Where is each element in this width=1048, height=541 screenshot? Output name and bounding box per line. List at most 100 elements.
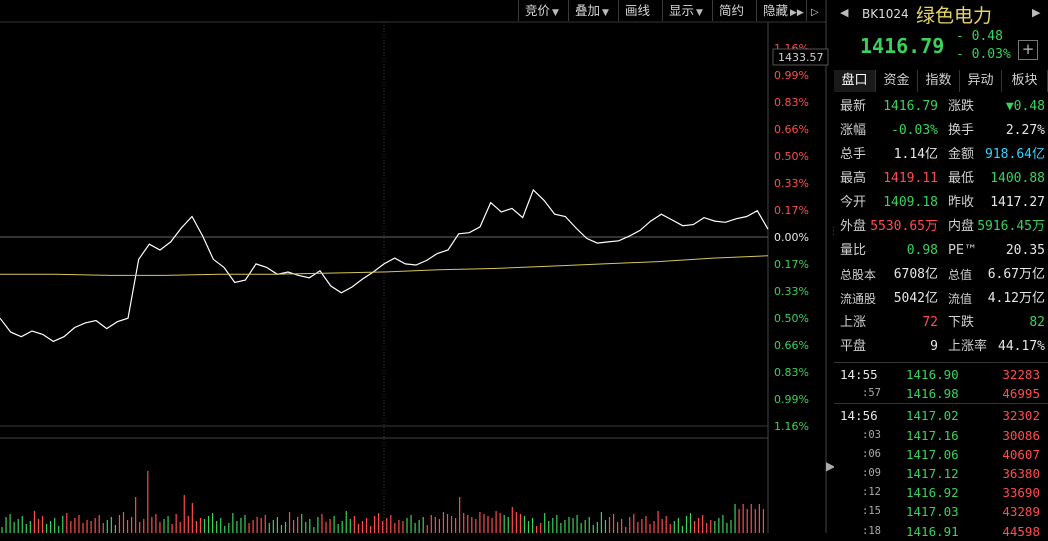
tick-time: :03: [862, 428, 881, 441]
pct: -0.03%: [891, 123, 938, 138]
tick-time: :18: [862, 524, 881, 537]
drag-handle-icon[interactable]: ⋮: [829, 226, 834, 237]
quote-row: 总股本 6708亿 总值 6.67万亿: [834, 263, 1048, 287]
quote-row: 量比 0.98 PE™ 20.35: [834, 239, 1048, 263]
quote-panel: ◀ BK1024 绿色电力 ▶ 1416.79 - 0.48 - 0.03% +…: [834, 0, 1048, 539]
float-value-label: 流值: [948, 292, 973, 306]
chevron-down-icon: ▼: [552, 8, 559, 18]
float-shares-label: 流通股: [840, 292, 877, 306]
float-value: 4.12万亿: [987, 291, 1045, 306]
tick-row: :18 1416.91 44598: [834, 522, 1048, 541]
auction-label: 竞价: [525, 3, 551, 18]
volume-label: 总手: [840, 147, 867, 162]
tick-time: 14:55: [840, 367, 878, 382]
tick-price: 1416.92: [906, 485, 959, 501]
intraday-chart[interactable]: 1.16% 0.99% 0.83% 0.66% 0.50% 0.33% 0.17% 0.00%…: [0, 0, 834, 533]
change-percent: - 0.03%: [956, 47, 1011, 62]
average-line: [0, 255, 769, 276]
percent-tick-label: 0.99%: [774, 69, 809, 82]
inner-label: 内盘: [948, 219, 975, 234]
tick-volume: 32283: [1002, 367, 1040, 382]
tab-4[interactable]: 异动: [960, 70, 1002, 92]
percent-tick-label: 0.50%: [774, 312, 809, 325]
chart-grid: [0, 0, 827, 533]
hide-label: 隐藏: [763, 3, 789, 18]
tab-2[interactable]: 资金: [876, 70, 918, 92]
divider: [834, 362, 1048, 363]
collapse-arrow-icon[interactable]: ▶: [826, 459, 834, 473]
expand-toggle[interactable]: ▷: [806, 0, 826, 21]
draw-line-button[interactable]: 画线: [618, 0, 662, 21]
percent-tick-label: 0.00%: [774, 231, 809, 244]
add-watchlist-button[interactable]: +: [1018, 40, 1038, 60]
price-lines: [0, 188, 769, 343]
tick-time: :57: [862, 387, 881, 400]
tick-row: :12 1416.92 33690: [834, 483, 1048, 502]
amount: 918.64亿: [985, 147, 1045, 162]
tick-volume: 44598: [1002, 523, 1040, 539]
tick-row: :06 1417.06 40607: [834, 445, 1048, 464]
outer: 5530.65万: [870, 219, 938, 234]
low-label: 最低: [948, 171, 975, 186]
percent-tick-label: 0.83%: [774, 96, 809, 109]
tick-price: 1417.06: [906, 446, 959, 462]
total-shares-label: 总股本: [840, 268, 877, 282]
down: 82: [1029, 315, 1045, 330]
latest: 1416.79: [883, 99, 938, 114]
quote-row: 平盘 9 上涨率 44.17%: [834, 335, 1048, 359]
current-price: 1416.79: [860, 34, 945, 58]
tick-price: 1416.90: [906, 367, 959, 382]
chevron-right-icon: ▷: [811, 7, 819, 18]
quote-row: 外盘 5530.65万 内盘 5916.45万: [834, 215, 1048, 239]
flat: 9: [930, 339, 938, 354]
up-label: 上涨: [840, 315, 867, 330]
tab-5[interactable]: 板块: [1002, 70, 1048, 92]
tick-time: :12: [862, 486, 881, 499]
tab-3[interactable]: 指数: [918, 70, 960, 92]
high: 1419.11: [883, 171, 938, 186]
next-arrow-icon[interactable]: ▶: [1032, 6, 1041, 19]
amount-label: 金额: [948, 147, 975, 162]
overlay-button[interactable]: 叠加 ▼: [568, 0, 618, 21]
tick-row: 14:55 1416.90 32283: [834, 365, 1048, 384]
ratio-label: 量比: [840, 243, 867, 258]
double-chevron-right-icon: ▶▶: [790, 8, 804, 18]
percent-tick-label: 0.83%: [774, 366, 809, 379]
open-label: 今开: [840, 195, 867, 210]
turnover-label: 换手: [948, 123, 975, 138]
outer-label: 外盘: [840, 219, 867, 234]
tick-time: :09: [862, 467, 881, 479]
total-shares: 6708亿: [893, 267, 938, 282]
display-button[interactable]: 显示 ▼: [662, 0, 712, 21]
simple-button[interactable]: 简约: [712, 0, 756, 21]
percent-tick-label: 0.66%: [774, 123, 809, 136]
up-rate: 44.17%: [998, 339, 1045, 354]
percent-tick-label: 0.33%: [774, 177, 809, 190]
up-rate-label: 上涨率: [948, 339, 988, 354]
percent-axis: 1.16% 0.99% 0.83% 0.66% 0.50% 0.33% 0.17% 0.00%…: [774, 42, 809, 433]
prev: 1417.27: [990, 195, 1045, 210]
tick-row: :03 1417.16 30086: [834, 426, 1048, 445]
tick-price: 1416.91: [906, 523, 959, 539]
overlay-label: 叠加: [575, 3, 601, 18]
auction-button[interactable]: 竞价 ▼: [518, 0, 568, 21]
high-label: 最高: [840, 171, 867, 186]
hide-button[interactable]: 隐藏 ▶▶: [756, 0, 804, 21]
tick-price: 1417.03: [906, 504, 959, 520]
open: 1409.18: [883, 195, 938, 210]
percent-tick-label: 0.50%: [774, 150, 809, 163]
tick-row: :57 1416.98 46995: [834, 384, 1048, 403]
sector-code: BK1024: [862, 7, 909, 21]
percent-tick-label: 0.66%: [774, 339, 809, 352]
tick-price: 1417.16: [906, 427, 959, 443]
quote-row: 上涨 72 下跌 82: [834, 311, 1048, 335]
prev-label: 昨收: [948, 195, 975, 210]
updown-label: 涨跌: [948, 99, 975, 114]
quote-row: 最新 1416.79 涨跌 ▼0.48: [834, 95, 1048, 119]
percent-tick-label: 0.99%: [774, 393, 809, 406]
tab-1[interactable]: 盘口: [834, 70, 876, 92]
tick-time: :06: [862, 447, 881, 460]
tick-time: 14:56: [840, 408, 878, 424]
prev-arrow-icon[interactable]: ◀: [840, 6, 849, 19]
divider: [834, 403, 1048, 404]
